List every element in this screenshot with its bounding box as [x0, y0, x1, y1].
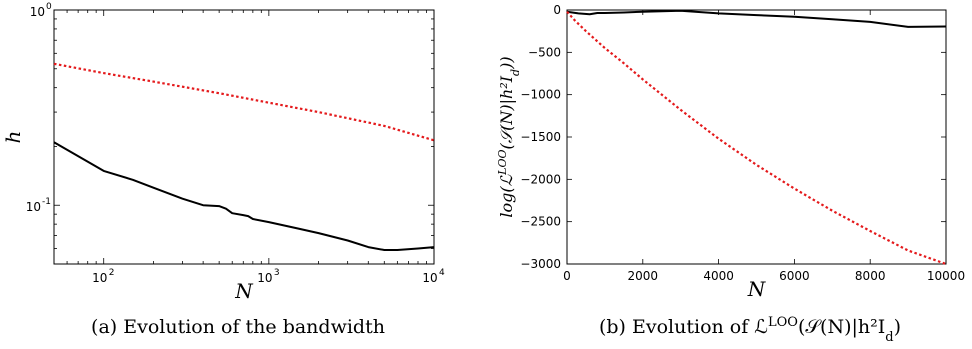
y-tick-label-b: −2000: [520, 172, 561, 186]
x-tick-label-a: 10: [422, 271, 437, 285]
plot-frame-b: [566, 9, 947, 265]
y-tick-label-b: −1500: [520, 130, 561, 144]
plot-frame-a: [53, 9, 435, 265]
series-line-red-dotted-b: [566, 10, 947, 266]
series-line-red-dotted-a: [53, 62, 435, 142]
x-tick-label-b: 10000: [927, 269, 965, 283]
y-tick-label-b: −1000: [520, 88, 561, 102]
x-tick-label-a: 10: [92, 271, 107, 285]
y-tick-label-b: −3000: [520, 257, 561, 271]
x-tick-label-exp-a: 2: [109, 268, 115, 278]
series-line-black-solid-a: [53, 141, 435, 251]
caption-b: (b) Evolution of ℒLOO(𝒮(N)|h²Id): [599, 315, 901, 345]
y-tick-label-b: 0: [553, 3, 561, 17]
y-axis-label-b: log(ℒLOO(𝒮(N)|h²Id)): [496, 56, 522, 217]
panel-a-bandwidth-chart: 10 2 10 3 10 410 -110 0Nh: [1, 2, 445, 303]
x-tick-label-b: 8000: [855, 269, 886, 283]
y-tick-label-b: −500: [528, 45, 561, 59]
x-tick-label-exp-a: 3: [274, 268, 280, 278]
x-axis-label-a: N: [234, 279, 254, 303]
y-tick-label-a: 10: [26, 200, 41, 214]
y-tick-label-b: −2500: [520, 215, 561, 229]
y-tick-label-exp-a: 0: [46, 2, 52, 12]
y-axis-label-a: h: [1, 131, 25, 144]
panel-b-loo-chart: 0 2000 4000 6000 8000 10000 0 −500 −1000 −1500 −20…: [496, 3, 966, 301]
caption-a: (a) Evolution of the bandwidth: [91, 316, 385, 338]
y-tick-label-exp-a: -1: [42, 197, 51, 207]
series-line-black-solid-b: [566, 9, 947, 28]
y-tick-label-a: 10: [30, 5, 45, 19]
x-axis-label-b: N: [747, 277, 767, 301]
x-tick-label-b: 0: [563, 269, 571, 283]
x-tick-label-b: 4000: [703, 269, 734, 283]
x-tick-label-a: 10: [257, 271, 272, 285]
x-tick-label-b: 6000: [779, 269, 810, 283]
x-tick-label-exp-a: 4: [439, 268, 445, 278]
x-tick-label-b: 2000: [628, 269, 659, 283]
